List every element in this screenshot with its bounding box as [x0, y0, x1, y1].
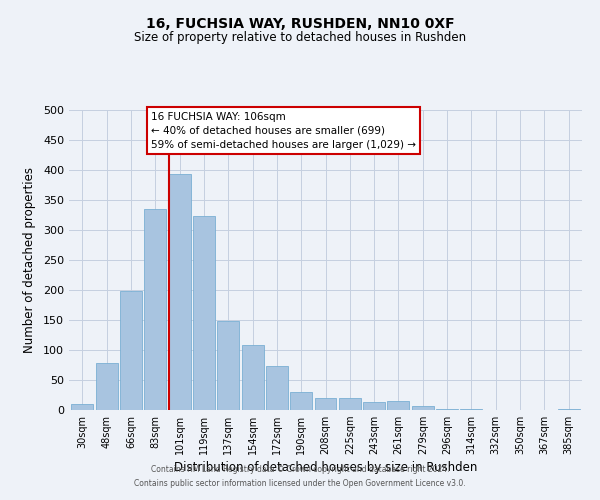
Bar	[71, 404, 94, 410]
Text: 16 FUCHSIA WAY: 106sqm
← 40% of detached houses are smaller (699)
59% of semi-de: 16 FUCHSIA WAY: 106sqm ← 40% of detached…	[151, 112, 416, 150]
Text: Contains HM Land Registry data © Crown copyright and database right 2024.: Contains HM Land Registry data © Crown c…	[151, 465, 449, 474]
Bar	[363, 402, 385, 410]
Text: Size of property relative to detached houses in Rushden: Size of property relative to detached ho…	[134, 31, 466, 44]
Bar	[412, 406, 434, 410]
Bar	[436, 409, 458, 410]
Bar	[290, 392, 312, 410]
Text: 16, FUCHSIA WAY, RUSHDEN, NN10 0XF: 16, FUCHSIA WAY, RUSHDEN, NN10 0XF	[146, 18, 454, 32]
Bar	[314, 398, 337, 410]
Y-axis label: Number of detached properties: Number of detached properties	[23, 167, 36, 353]
Bar	[242, 345, 263, 410]
X-axis label: Distribution of detached houses by size in Rushden: Distribution of detached houses by size …	[174, 462, 477, 474]
Text: Contains public sector information licensed under the Open Government Licence v3: Contains public sector information licen…	[134, 478, 466, 488]
Bar	[339, 398, 361, 410]
Bar	[388, 401, 409, 410]
Bar	[96, 363, 118, 410]
Bar	[145, 209, 166, 410]
Bar	[193, 216, 215, 410]
Bar	[266, 366, 288, 410]
Bar	[169, 174, 191, 410]
Bar	[120, 291, 142, 410]
Bar	[217, 321, 239, 410]
